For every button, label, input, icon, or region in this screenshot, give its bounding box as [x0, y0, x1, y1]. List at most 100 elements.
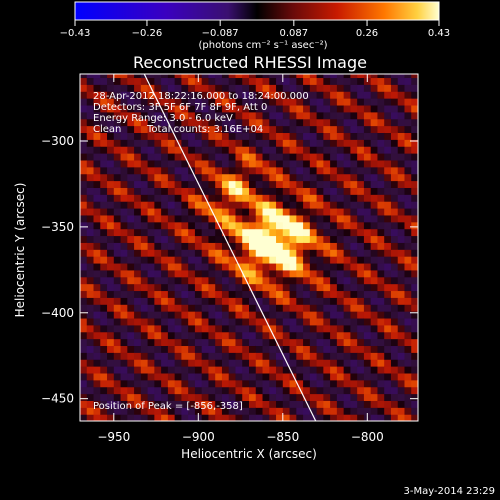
heatmap-cell [242, 297, 250, 305]
heatmap-cell [147, 324, 155, 333]
heatmap-cell [154, 317, 162, 326]
heatmap-cell [296, 104, 304, 113]
heatmap-cell [120, 366, 128, 374]
heatmap-cell [86, 166, 95, 175]
heatmap-cell [330, 338, 338, 347]
heatmap-cell [357, 345, 365, 353]
heatmap-cell [384, 153, 392, 161]
heatmap-cell [140, 132, 149, 140]
heatmap-cell [262, 338, 270, 347]
heatmap-cell [100, 393, 108, 401]
heatmap-cell [93, 269, 101, 278]
heatmap-cell [215, 324, 223, 333]
heatmap-cell [377, 84, 385, 92]
heatmap-cell [235, 407, 243, 415]
heatmap-cell [221, 352, 230, 360]
heatmap-cell [411, 304, 418, 312]
heatmap-cell [208, 414, 216, 421]
heatmap-cell [350, 345, 358, 353]
heatmap-cell [404, 125, 412, 134]
heatmap-cell [309, 118, 318, 127]
heatmap-cell [269, 104, 277, 113]
heatmap-cell [86, 262, 95, 271]
heatmap-cell [140, 180, 149, 188]
heatmap-cell [161, 297, 169, 305]
heatmap-cell [93, 262, 101, 271]
heatmap-cell [201, 269, 210, 278]
heatmap-cell [336, 297, 345, 305]
heatmap-cell [404, 324, 412, 333]
heatmap-cell [215, 146, 223, 154]
heatmap-cell [404, 414, 412, 421]
heatmap-cell [201, 118, 210, 127]
heatmap-cell [86, 331, 95, 340]
heatmap-cell [208, 331, 216, 340]
heatmap-cell [147, 132, 155, 140]
heatmap-cell [336, 214, 345, 223]
heatmap-cell [377, 228, 385, 237]
heatmap-cell [194, 201, 203, 209]
heatmap-cell [134, 393, 142, 401]
heatmap-cell [161, 379, 169, 388]
heatmap-cell [363, 366, 372, 374]
heatmap-cell [161, 359, 169, 367]
heatmap-cell [269, 352, 277, 360]
heatmap-cell [411, 366, 418, 374]
heatmap-cell [181, 379, 189, 388]
heatmap-cell [336, 104, 345, 113]
heatmap-cell [147, 345, 155, 353]
heatmap-cell [167, 111, 176, 120]
heatmap-cell [336, 262, 345, 271]
heatmap-cell [194, 84, 203, 92]
heatmap-cell [201, 352, 210, 360]
heatmap-cell [188, 207, 196, 216]
heatmap-cell [167, 400, 176, 408]
heatmap-cell [120, 297, 128, 305]
heatmap-cell [86, 159, 95, 168]
heatmap-cell [201, 221, 210, 230]
heatmap-cell [86, 77, 95, 85]
heatmap-cell [188, 324, 196, 333]
heatmap-cell [343, 311, 351, 319]
heatmap-cell [167, 132, 176, 140]
heatmap-cell [370, 84, 379, 92]
heatmap-cell [235, 311, 243, 319]
heatmap-cell [235, 256, 243, 264]
heatmap-cell [282, 159, 291, 168]
heatmap-cell [303, 256, 311, 264]
heatmap-cell [323, 407, 331, 415]
heatmap-cell [235, 201, 243, 209]
heatmap-cell [357, 159, 365, 168]
heatmap-cell [397, 372, 406, 381]
heatmap-cell [208, 235, 216, 243]
heatmap-cell [309, 194, 318, 202]
heatmap-cell [350, 201, 358, 209]
heatmap-cell [215, 297, 223, 305]
heatmap-cell [411, 317, 418, 326]
heatmap-cell [323, 104, 331, 113]
heatmap-cell [127, 393, 135, 401]
heatmap-cell [276, 153, 284, 161]
heatmap-cell [161, 345, 169, 353]
heatmap-cell [397, 366, 406, 374]
heatmap-cell [107, 379, 115, 388]
heatmap-cell [93, 400, 101, 408]
heatmap-cell [221, 166, 230, 175]
heatmap-cell [228, 146, 237, 154]
heatmap-cell [194, 338, 203, 347]
heatmap-cell [357, 194, 365, 202]
heatmap-cell [303, 235, 311, 243]
heatmap-cell [397, 317, 406, 326]
heatmap-cell [167, 207, 176, 216]
heatmap-cell [93, 146, 101, 154]
heatmap-cell [188, 77, 196, 85]
heatmap-cell [120, 228, 128, 237]
heatmap-cell [147, 159, 155, 168]
heatmap-cell [255, 118, 264, 127]
heatmap-cell [221, 173, 230, 182]
heatmap-cell [390, 228, 399, 237]
heatmap-cell [309, 173, 318, 182]
heatmap-cell [113, 98, 122, 106]
heatmap-cell [167, 324, 176, 333]
heatmap-cell [80, 290, 88, 298]
